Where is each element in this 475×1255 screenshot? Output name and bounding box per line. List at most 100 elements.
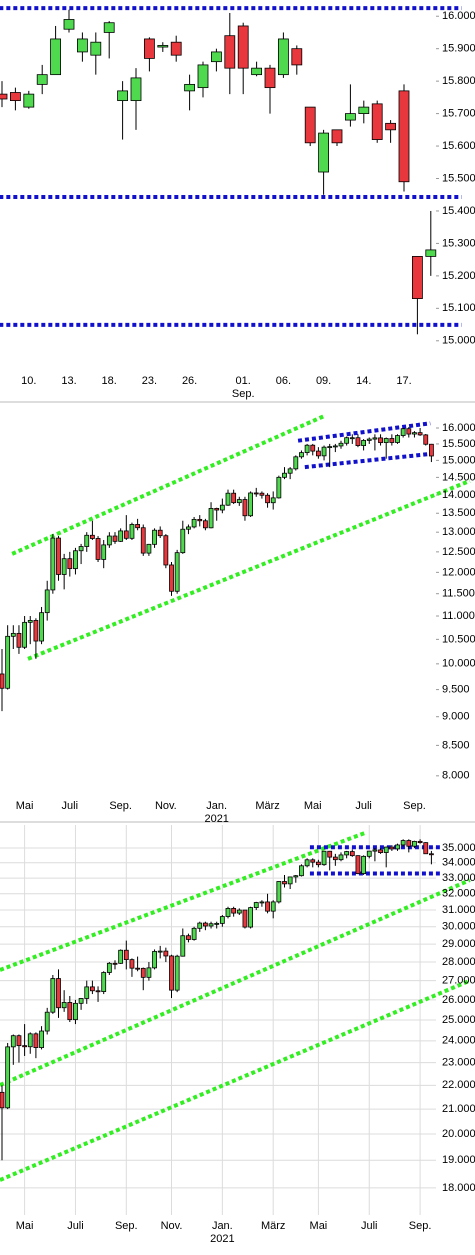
- y-tick-label: 31.000: [442, 904, 475, 916]
- candle-body: [146, 543, 152, 554]
- candle-body: [9, 92, 21, 102]
- candle-body: [33, 620, 39, 642]
- candle-body: [253, 492, 259, 495]
- candle-body: [248, 907, 254, 928]
- candle-body: [276, 476, 282, 499]
- x-tick-label: Sep.: [115, 1220, 138, 1232]
- candle-body: [103, 22, 115, 33]
- candle-body: [361, 855, 367, 874]
- candle-body: [423, 434, 429, 445]
- y-tick-label: 15.800: [442, 75, 475, 87]
- y-tick-label: 9.500: [442, 683, 470, 695]
- candle-body: [180, 935, 186, 957]
- candle-body: [371, 103, 383, 140]
- y-tick-label: 11.500: [442, 588, 475, 600]
- candle-body: [22, 621, 28, 648]
- candle-body: [287, 876, 293, 885]
- candle-body: [237, 25, 249, 69]
- candle-body: [118, 530, 124, 542]
- x-tick-label: Mai: [16, 800, 34, 812]
- x-tick-label: Juli: [361, 1220, 378, 1232]
- candle-body: [327, 850, 333, 858]
- candle-body: [90, 986, 95, 992]
- candle-body: [78, 546, 84, 552]
- candle-body: [338, 442, 344, 447]
- candle-body: [412, 840, 417, 847]
- plot-area: [0, 413, 471, 777]
- trend-line: [0, 978, 471, 1182]
- candle-body: [210, 51, 222, 63]
- y-tick-label: 19.000: [442, 1154, 475, 1166]
- candle-body: [225, 492, 231, 506]
- candle-body: [27, 620, 33, 623]
- candle-body: [117, 90, 128, 102]
- candle-body: [208, 923, 214, 927]
- x-tick-sublabel: 2021: [204, 813, 228, 825]
- trend-line: [304, 451, 433, 470]
- candle-body: [129, 524, 135, 539]
- candle-body: [186, 935, 191, 940]
- candle-body: [50, 537, 56, 591]
- candle-body: [253, 902, 259, 908]
- y-tick-label: 14.500: [442, 471, 475, 483]
- candle-body: [383, 846, 389, 853]
- x-tick-label: 26.: [182, 375, 197, 387]
- candle-body: [197, 518, 203, 522]
- candle-body: [225, 908, 231, 917]
- y-tick-label: 22.000: [442, 1079, 475, 1091]
- candle-body: [61, 558, 67, 575]
- x-tick-label: Mai: [304, 800, 322, 812]
- candle-body: [372, 849, 378, 852]
- candle-body: [77, 38, 88, 53]
- candle-body: [318, 132, 330, 173]
- candle-body: [219, 916, 225, 924]
- y-tick-label: 15.200: [442, 270, 475, 282]
- candle-body: [236, 909, 242, 914]
- candle-body: [231, 908, 237, 914]
- candle-body: [23, 93, 35, 108]
- candle-body: [395, 844, 400, 850]
- x-tick-label: Juli: [62, 800, 79, 812]
- candle-body: [5, 635, 11, 689]
- candle-body: [95, 990, 101, 993]
- candle-body: [197, 64, 209, 89]
- candle-body: [191, 518, 197, 528]
- candle-body: [157, 45, 169, 48]
- candle-body: [248, 492, 254, 517]
- y-tick-label: 32.000: [442, 888, 475, 900]
- candle-body: [344, 437, 350, 444]
- candle-body: [208, 507, 214, 529]
- candle-body: [0, 1091, 5, 1109]
- y-tick-label: 30.000: [442, 921, 475, 933]
- candle-body: [366, 850, 372, 857]
- y-tick-label: 10.000: [442, 658, 475, 670]
- candle-body: [36, 74, 48, 85]
- candle-body: [10, 632, 16, 637]
- candle-body: [135, 967, 141, 970]
- y-tick-label: 15.000: [442, 454, 475, 466]
- candle-body: [293, 875, 299, 878]
- y-tick-label: 8.500: [442, 739, 470, 751]
- x-tick-sublabel: Sep.: [232, 388, 255, 400]
- y-tick-label: 23.000: [442, 1056, 475, 1068]
- x-tick-label: Mai: [16, 1220, 34, 1232]
- candle-body: [304, 859, 310, 867]
- candle-body: [140, 527, 146, 554]
- y-tick-label: 15.000: [442, 335, 475, 347]
- candle-body: [332, 445, 338, 448]
- y-tick-label: 26.000: [442, 994, 475, 1006]
- y-tick-label: 33.000: [442, 872, 475, 884]
- candle-body: [412, 432, 417, 435]
- trend-line: [27, 479, 471, 661]
- trend-line: [11, 413, 326, 556]
- y-tick-label: 13.500: [442, 507, 475, 519]
- candle-body: [143, 38, 155, 59]
- candle-body: [251, 67, 263, 76]
- candle-body: [406, 428, 412, 435]
- x-tick-label: 09.: [316, 375, 331, 387]
- candle-body: [202, 922, 208, 927]
- plot-area: [0, 825, 471, 1215]
- candle-body: [112, 962, 118, 965]
- candle-body: [361, 440, 367, 447]
- y-tick-label: 21.000: [442, 1103, 475, 1115]
